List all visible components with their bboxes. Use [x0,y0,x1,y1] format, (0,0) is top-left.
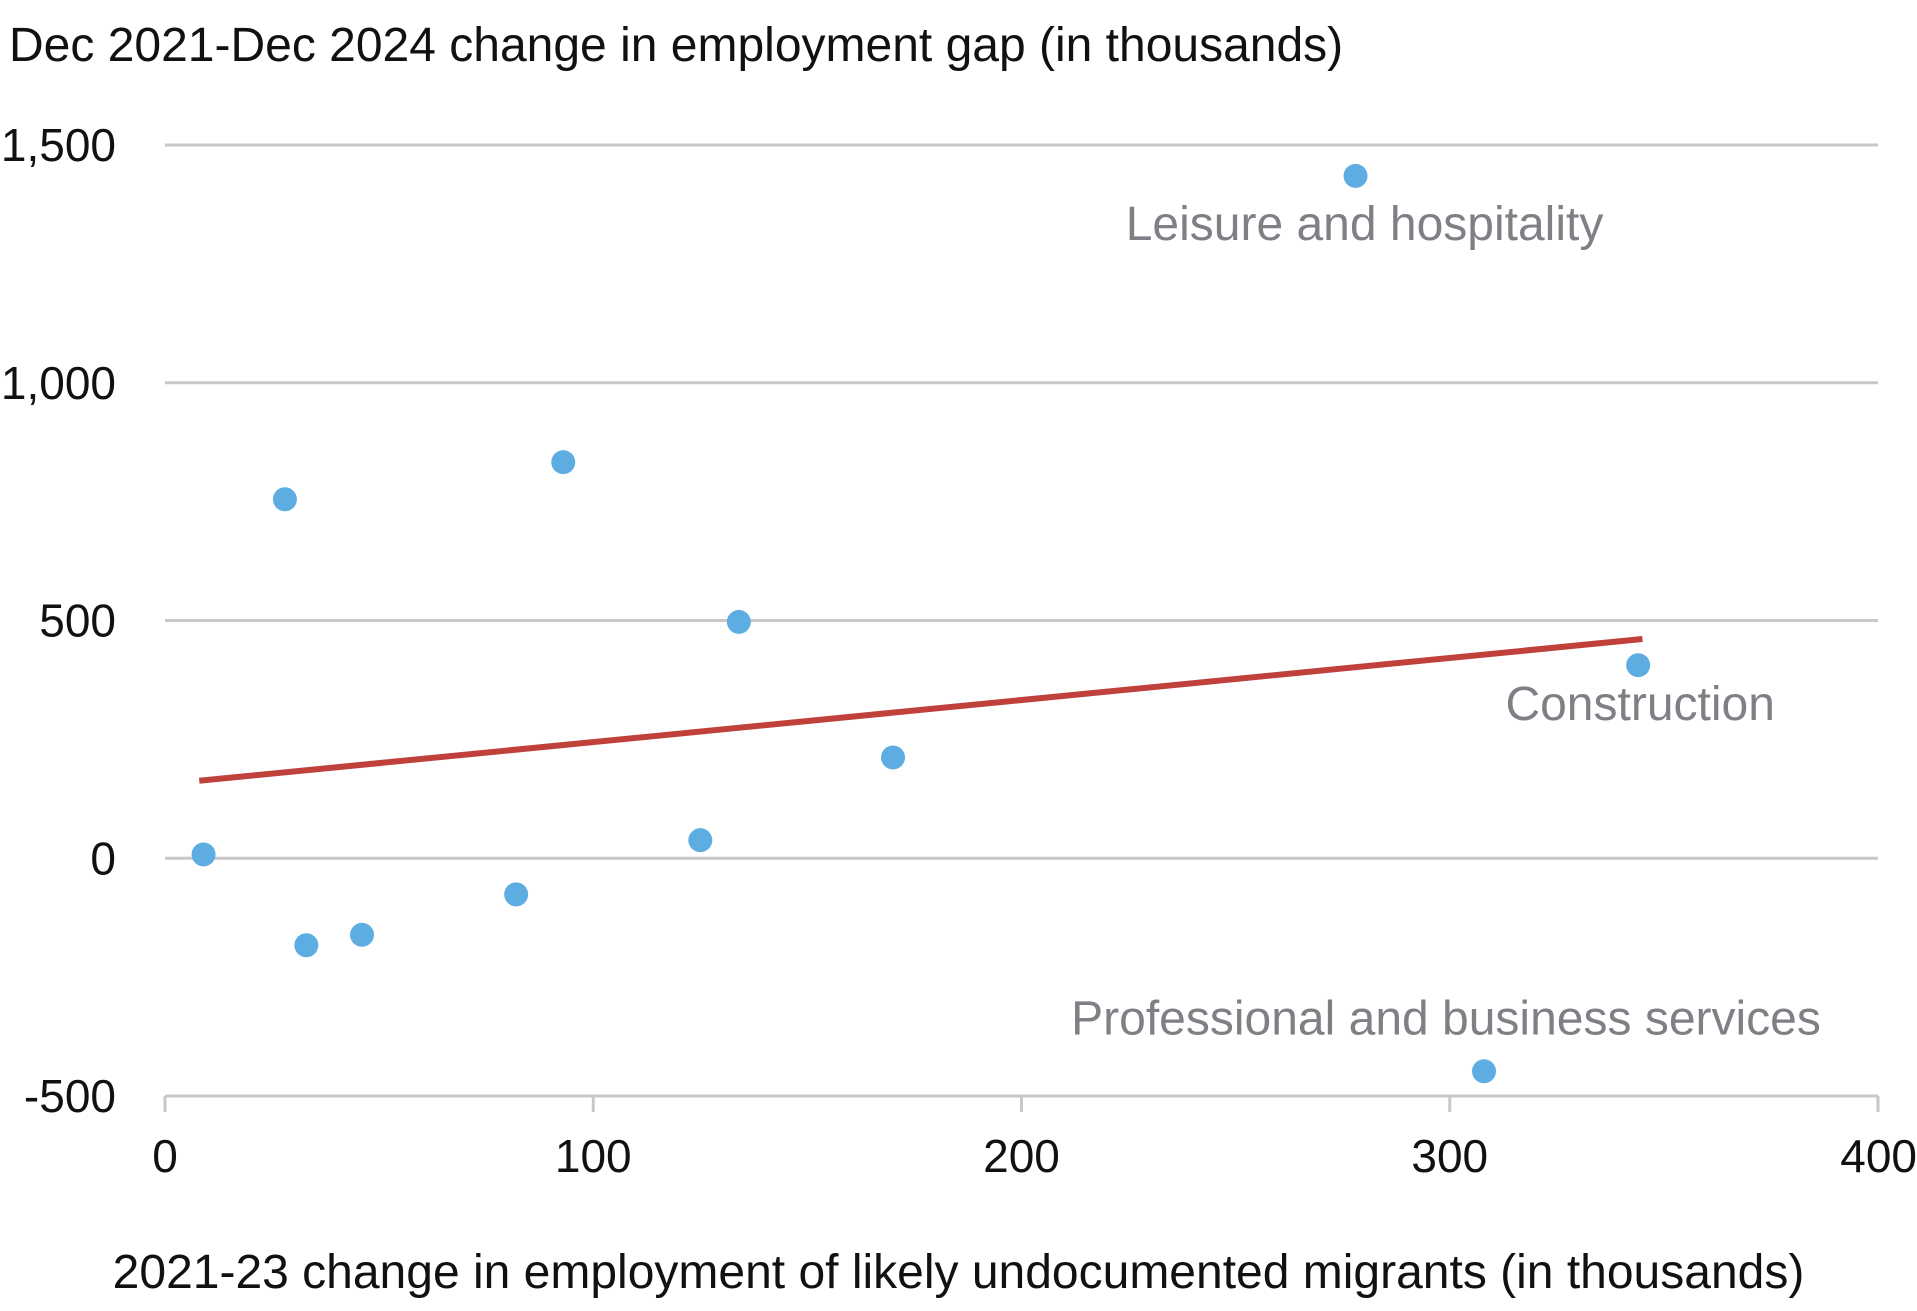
point-annotation: Professional and business services [1071,992,1821,1045]
x-axis-title: 2021-23 change in employment of likely u… [112,1246,1805,1299]
tick-labels: -500 0 500 1,000 1,500 0 100 200 300 400 [1,119,1917,1182]
x-tick-label: 200 [983,1130,1060,1182]
y-tick-label: 500 [39,595,116,647]
scatter-point [294,933,319,958]
scatter-point [1343,163,1368,188]
y-tick-label: 1,000 [1,357,116,409]
x-tick-label: 0 [152,1130,178,1182]
trendline [198,636,1643,784]
point-annotation: Construction [1505,678,1774,731]
scatter-point [688,828,713,853]
scatter-point [1472,1059,1497,1084]
annotations: Leisure and hospitality Construction Profe… [1071,198,1821,1045]
scatter-point [551,450,576,475]
scatter-point [504,882,529,907]
x-tick-label: 300 [1411,1130,1488,1182]
x-axis [163,1094,1880,1112]
scatter-point [1626,653,1651,678]
y-tick-label: 1,500 [1,119,116,171]
x-tick-label: 100 [555,1130,632,1182]
y-axis-title: Dec 2021-Dec 2024 change in employment g… [9,19,1344,72]
data-points [191,163,1651,1084]
scatter-point [272,487,297,512]
trendline-layer [198,636,1643,784]
gridlines [165,143,1878,860]
scatter-point [191,842,216,867]
scatter-point [881,745,906,770]
scatter-point [726,609,751,634]
point-annotation: Leisure and hospitality [1126,198,1604,251]
y-tick-label: 0 [90,832,116,884]
scatter-point [349,922,374,947]
y-tick-label: -500 [24,1070,116,1122]
x-tick-label: 400 [1840,1130,1917,1182]
